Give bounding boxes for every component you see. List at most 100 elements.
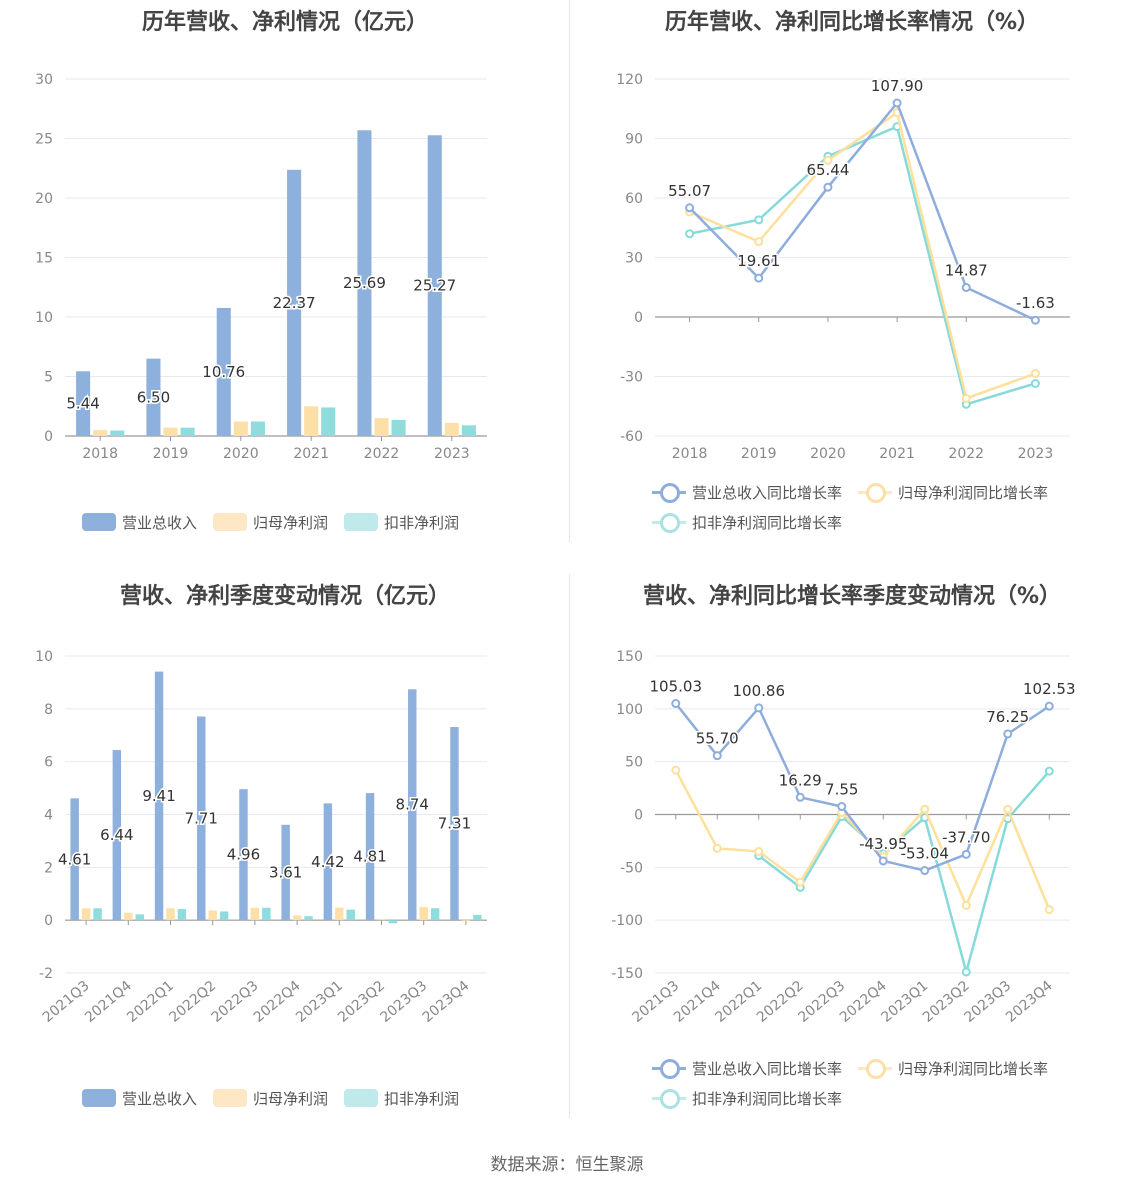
y-tick-label: 0 [44,429,53,445]
legend-item-revenue-growth[interactable]: 营业总收入同比增长率 [652,477,842,507]
bar-netprofit [81,908,91,921]
legend-item-revenue[interactable]: 营业总收入 [82,507,197,537]
x-tick-label: 2022Q4 [251,978,304,1026]
series-line-deducted [689,124,1036,406]
data-point [1030,378,1040,388]
data-point [1044,766,1054,776]
y-tick-label: 90 [625,132,643,148]
legend-item-revenue[interactable]: 营业总收入 [82,1083,197,1113]
bar-data-label: 4.42 [311,853,344,871]
x-tick-label: 2023Q4 [1003,978,1056,1026]
x-tick-label: 2021 [293,446,329,462]
legend-swatch-deducted [344,513,379,531]
legend-item-revenue-growth[interactable]: 营业总收入同比增长率 [652,1053,842,1083]
data-point [823,155,833,165]
x-tick-label: 2023Q3 [377,978,430,1026]
legend-label: 营业总收入 [122,1089,198,1108]
data-point [712,751,722,761]
legend-swatch-deducted [344,1089,379,1107]
legend-item-deducted-growth[interactable]: 扣非净利润同比增长率 [652,1083,842,1113]
data-point [754,237,764,247]
bar-netprofit [93,430,108,436]
data-point [892,98,902,108]
bar-revenue [146,358,161,436]
data-point [754,273,764,283]
y-tick-label: 60 [625,191,643,207]
x-tick-label: 2019 [741,446,777,462]
bar-revenue [239,789,248,921]
y-tick-label: 100 [616,702,643,718]
legend-item-deducted-growth[interactable]: 扣非净利润同比增长率 [652,507,842,537]
x-tick-label: 2018 [672,446,708,462]
legend-quarterly-revenue: 营业总收入 归母净利润 扣非净利润 [82,1083,522,1113]
bar-data-label: 6.44 [100,826,133,844]
line-icon [652,513,686,533]
data-point [920,866,930,876]
legend-swatch-netprofit [213,513,248,531]
legend-quarterly-growth: 营业总收入同比增长率 归母净利润同比增长率 扣非净利润同比增长率 [652,1053,1112,1113]
line-data-label: 100.86 [733,682,786,700]
legend-item-netprofit[interactable]: 归母净利润 [213,1083,328,1113]
legend-label: 营业总收入同比增长率 [692,1059,843,1078]
x-tick-label: 2019 [153,446,189,462]
data-point [795,792,805,802]
chart-title-annual-growth: 历年营收、净利同比增长率情况（%） [664,10,1040,35]
line-data-label: 55.07 [668,182,711,200]
legend-item-deducted[interactable]: 扣非净利润 [344,507,459,537]
bar-deducted [461,425,476,436]
bar-data-label: 10.76 [202,363,245,381]
bar-deducted [180,427,195,436]
bar-revenue [216,307,231,436]
bar-deducted [262,907,271,921]
line-data-label: -1.63 [1016,294,1055,312]
bar-revenue [408,689,417,921]
legend-label: 归母净利润同比增长率 [898,483,1049,502]
bar-netprofit [233,421,248,436]
bar-data-label: 4.96 [227,846,260,864]
chart-title-quarterly-revenue: 营收、净利季度变动情况（亿元） [119,584,450,609]
data-point [685,203,695,213]
y-tick-label: -2 [39,966,53,982]
bar-revenue [450,727,459,921]
x-tick-label: 2023 [1018,446,1054,462]
x-tick-label: 2023 [434,446,470,462]
bar-netprofit [163,427,178,436]
legend-item-deducted[interactable]: 扣非净利润 [344,1083,459,1113]
bar-netprofit [461,920,471,922]
y-tick-label: -150 [611,966,643,982]
panel-divider-top [569,0,570,542]
legend-swatch-revenue [82,513,116,531]
line-data-label: 65.44 [806,161,849,179]
legend-label: 归母净利润同比增长率 [898,1059,1049,1078]
legend-item-netprofit[interactable]: 归母净利润 [213,507,328,537]
bar-data-label: 7.71 [185,809,218,827]
bar-netprofit [292,915,302,921]
line-data-label: 55.70 [696,730,739,748]
legend-item-netprofit-growth[interactable]: 归母净利润同比增长率 [858,1053,1048,1083]
x-tick-label: 2022 [364,446,400,462]
y-tick-label: 6 [44,755,53,771]
x-tick-label: 2023Q1 [293,978,346,1026]
data-point [754,846,764,856]
y-tick-label: 0 [44,913,53,929]
bar-netprofit [377,918,386,921]
bar-revenue [357,130,372,436]
bar-netprofit [250,907,260,921]
line-icon [652,1089,686,1109]
y-tick-label: 15 [35,251,53,267]
bar-deducted [250,421,265,436]
series-line-netprofit [689,110,1036,400]
bar-deducted [430,908,440,921]
x-tick-label: 2023Q2 [335,978,388,1026]
data-point [1044,701,1054,711]
panel-divider-bottom [569,574,570,1118]
line-data-label: 105.03 [650,678,703,696]
y-tick-label: 5 [44,370,53,386]
bar-deducted [473,914,482,921]
bar-data-label: 22.37 [273,294,316,312]
line-icon [652,483,686,503]
x-tick-label: 2022Q2 [166,978,219,1026]
legend-label: 归母净利润 [253,1089,329,1108]
legend-item-netprofit-growth[interactable]: 归母净利润同比增长率 [858,477,1048,507]
bar-data-label: 3.61 [269,863,302,881]
